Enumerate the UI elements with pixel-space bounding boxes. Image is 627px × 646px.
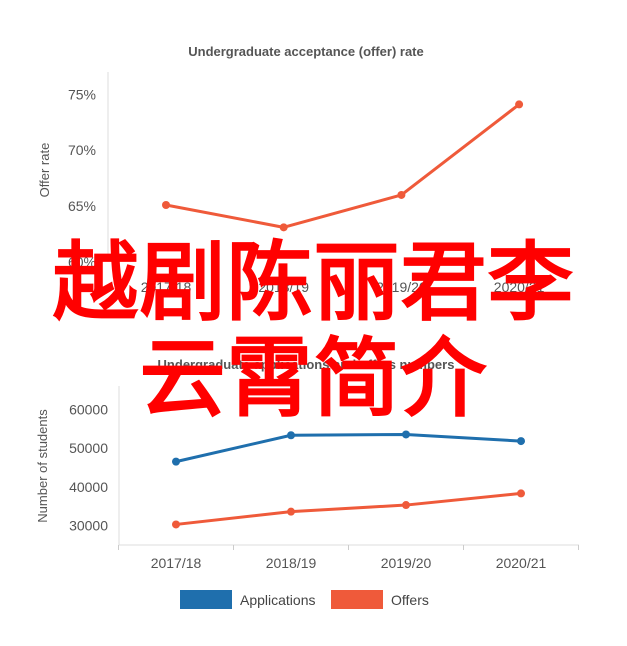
chart1-y-tick-label: 60% (68, 254, 96, 270)
chart1-data-point (515, 100, 524, 109)
chart2-series-line (175, 491, 522, 526)
chart2-y-tick-label: 60000 (69, 401, 108, 417)
chart1-y-tick-label: 75% (68, 86, 96, 102)
chart2-title: Undergraduate applications and offers nu… (158, 357, 455, 372)
chart2-series (172, 430, 525, 529)
chart2-x-tick-label: 2020/21 (496, 555, 547, 571)
chart1-x-ticks: 2017/18 2018/19 2019/20 2020/21 (141, 279, 545, 295)
chart2-data-point (517, 437, 525, 446)
chart1-x-tick-label: 2020/21 (494, 279, 545, 295)
chart1-y-tick-label: 70% (68, 142, 96, 158)
applications-offers-chart: Undergraduate applications and offers nu… (35, 357, 579, 609)
legend-label-offers: Offers (391, 592, 429, 608)
chart1-y-tick-label: 65% (68, 198, 96, 214)
chart1-x-tick-label: 2017/18 (141, 279, 192, 295)
chart1-y-ticks: 60% 65% 70% 75% (68, 86, 96, 270)
chart1-data-point (162, 201, 170, 209)
chart2-data-point (402, 430, 410, 439)
chart2-y-tick-label: 30000 (69, 518, 108, 534)
chart1-y-axis-label: Offer rate (37, 143, 52, 198)
chart2-data-point (287, 431, 295, 440)
chart2-y-ticks: 30000 40000 50000 60000 (69, 401, 108, 533)
chart1-series (162, 100, 524, 232)
chart1-series-line (165, 103, 521, 229)
chart2-data-point (402, 501, 410, 510)
chart2-x-tick-label: 2017/18 (151, 555, 202, 571)
chart2-x-ticks: 2017/18 2018/19 2019/20 2020/21 (118, 545, 579, 571)
chart2-data-point (517, 489, 525, 498)
overlay-text-line-2: 云霄简介 (139, 329, 488, 429)
acceptance-rate-chart: Undergraduate acceptance (offer) rate Of… (37, 44, 545, 295)
overlay-text-line-1: 越剧陈丽君李 (52, 233, 575, 333)
chart2-series-line (175, 432, 522, 464)
chart2-x-tick-label: 2018/19 (266, 555, 317, 571)
chart1-x-tick-label: 2019/20 (376, 279, 427, 295)
chart1-title: Undergraduate acceptance (offer) rate (188, 44, 424, 59)
chart2-data-point (287, 507, 295, 516)
chart2-data-point (172, 520, 180, 529)
chart1-data-point (279, 223, 288, 232)
chart2-y-tick-label: 50000 (69, 440, 108, 456)
legend-label-applications: Applications (240, 592, 316, 608)
chart1-x-tick-label: 2018/19 (258, 279, 309, 295)
chart2-x-tick-label: 2019/20 (381, 555, 432, 571)
chart1-data-point (397, 190, 406, 199)
chart2-y-tick-label: 40000 (69, 479, 108, 495)
chart2-data-point (172, 457, 180, 466)
chart2-y-axis-label: Number of students (35, 409, 50, 523)
legend-swatch-offers (331, 590, 383, 609)
chart2-legend: Applications Offers (180, 590, 429, 609)
legend-swatch-applications (180, 590, 232, 609)
